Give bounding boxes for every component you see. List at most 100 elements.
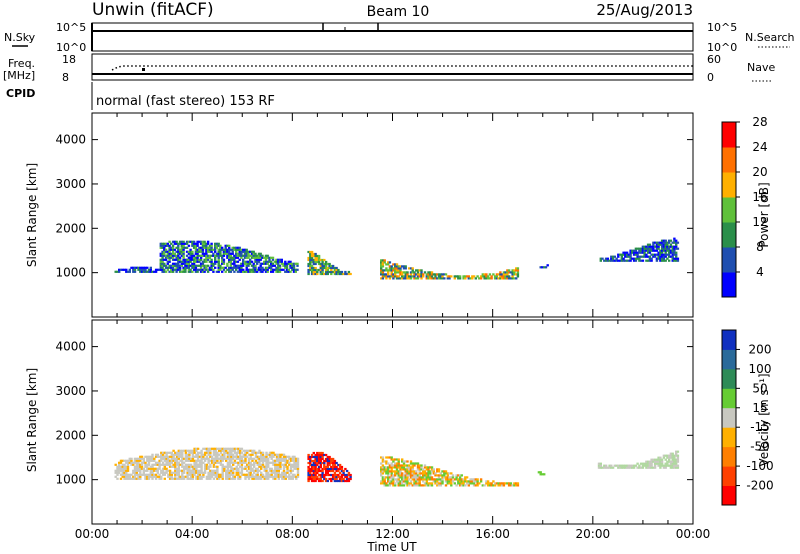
- velocity-echo-cell: [219, 447, 223, 450]
- power-echo-cell: [242, 260, 245, 263]
- power-echo-cell: [144, 266, 147, 269]
- power-echo-cell: [434, 277, 437, 280]
- velocity-echo-cell: [265, 473, 268, 476]
- velocity-echo-cell: [625, 464, 629, 467]
- velocity-echo-cell: [397, 466, 400, 469]
- velocity-echo-cell: [423, 478, 427, 481]
- power-echo-cell: [196, 264, 199, 267]
- velocity-echo-cell: [265, 467, 268, 470]
- velocity-echo-cell: [142, 459, 145, 462]
- velocity-echo-cell: [123, 459, 126, 462]
- velocity-echo-cell: [439, 482, 442, 485]
- power-echo-cell: [231, 258, 234, 261]
- velocity-echo-cell: [214, 457, 217, 460]
- velocity-echo-cell: [436, 480, 439, 483]
- power-echo-cell: [199, 240, 203, 243]
- power-echo-cell: [194, 270, 198, 273]
- velocity-echo-cell: [664, 466, 667, 469]
- nsky-tick-bottom: 10^0: [56, 41, 86, 54]
- power-echo-cell: [309, 250, 312, 254]
- velocity-echo-cell: [200, 465, 203, 468]
- velocity-echo-cell: [260, 467, 263, 470]
- velocity-echo-cell: [175, 473, 179, 476]
- velocity-echo-cell: [420, 464, 423, 467]
- velocity-echo-cell: [212, 449, 216, 452]
- power-echo-cell: [222, 250, 226, 253]
- power-echo-cell: [219, 244, 222, 247]
- power-echo-cell: [340, 270, 344, 274]
- velocity-echo-cell: [265, 465, 268, 468]
- velocity-echo-cell: [237, 469, 240, 472]
- power-echo-cell: [509, 271, 513, 274]
- power-colorbar-segment: [722, 147, 736, 173]
- power-echo-cell: [479, 275, 483, 278]
- velocity-echo-cell: [126, 475, 130, 478]
- power-echo-cell: [175, 246, 178, 249]
- power-echo-cell: [132, 270, 135, 273]
- velocity-echo-cell: [307, 465, 310, 469]
- velocity-echo-cell: [281, 459, 284, 462]
- velocity-echo-cell: [446, 480, 449, 483]
- velocity-echo-cell: [321, 469, 324, 473]
- velocity-echo-cell: [422, 470, 425, 473]
- power-echo-cell: [676, 259, 680, 262]
- velocity-echo-cell: [399, 466, 402, 469]
- velocity-echo-cell: [344, 479, 347, 483]
- velocity-echo-cell: [326, 459, 329, 463]
- power-echo-cell: [171, 252, 175, 255]
- power-echo-cell: [641, 245, 645, 248]
- velocity-echo-cell: [168, 471, 172, 474]
- power-echo-cell: [203, 254, 206, 257]
- velocity-echo-cell: [668, 454, 671, 457]
- velocity-echo-cell: [200, 467, 203, 470]
- power-echo-cell: [217, 254, 220, 257]
- power-echo-cell: [187, 256, 191, 259]
- velocity-echo-cell: [387, 468, 390, 471]
- power-echo-cell: [664, 253, 667, 256]
- velocity-echo-cell: [160, 477, 163, 480]
- velocity-echo-cell: [146, 463, 149, 466]
- velocity-echo-cell: [493, 482, 497, 485]
- power-echo-cell: [427, 273, 430, 276]
- power-echo-cell: [381, 263, 385, 266]
- power-echo-cell: [513, 269, 516, 272]
- velocity-echo-cell: [338, 477, 342, 481]
- velocity-echo-cell: [312, 455, 315, 459]
- velocity-echo-cell: [406, 464, 409, 467]
- power-echo-cell: [631, 257, 634, 260]
- velocity-echo-cell: [383, 480, 386, 483]
- power-echo-cell: [292, 268, 296, 271]
- velocity-echo-cell: [467, 484, 470, 487]
- velocity-echo-cell: [175, 463, 179, 466]
- velocity-echo-cell: [340, 473, 344, 477]
- velocity-echo-cell: [460, 484, 463, 487]
- velocity-echo-cell: [437, 482, 441, 485]
- power-echo-cell: [387, 275, 390, 278]
- power-echo-cell: [259, 264, 262, 267]
- power-echo-cell: [638, 255, 641, 258]
- velocity-echo-cell: [439, 478, 442, 481]
- power-echo-cell: [668, 255, 671, 258]
- power-echo-cell: [182, 252, 185, 255]
- power-echo-cell: [330, 272, 333, 276]
- velocity-echo-cell: [279, 473, 282, 476]
- power-echo-cell: [203, 264, 206, 267]
- velocity-echo-cell: [130, 459, 133, 462]
- velocity-colorbar-frame: [721, 329, 737, 506]
- velocity-echo-cell: [434, 482, 437, 485]
- velocity-echo-cell: [488, 482, 492, 485]
- power-echo-cell: [427, 275, 430, 278]
- power-echo-cell: [388, 265, 392, 268]
- velocity-echo-cell: [450, 484, 453, 487]
- power-echo-cell: [476, 275, 479, 278]
- power-echo-cell: [617, 259, 620, 262]
- velocity-echo-cell: [312, 467, 315, 471]
- power-echo-cell: [673, 253, 676, 256]
- power-echo-cell: [189, 258, 192, 261]
- velocity-echo-cell: [627, 464, 630, 467]
- velocity-echo-cell: [330, 461, 333, 465]
- power-echo-cell: [641, 249, 645, 252]
- velocity-echo-cell: [202, 471, 205, 474]
- power-echo-cell: [205, 242, 208, 245]
- velocity-echo-cell: [167, 457, 170, 460]
